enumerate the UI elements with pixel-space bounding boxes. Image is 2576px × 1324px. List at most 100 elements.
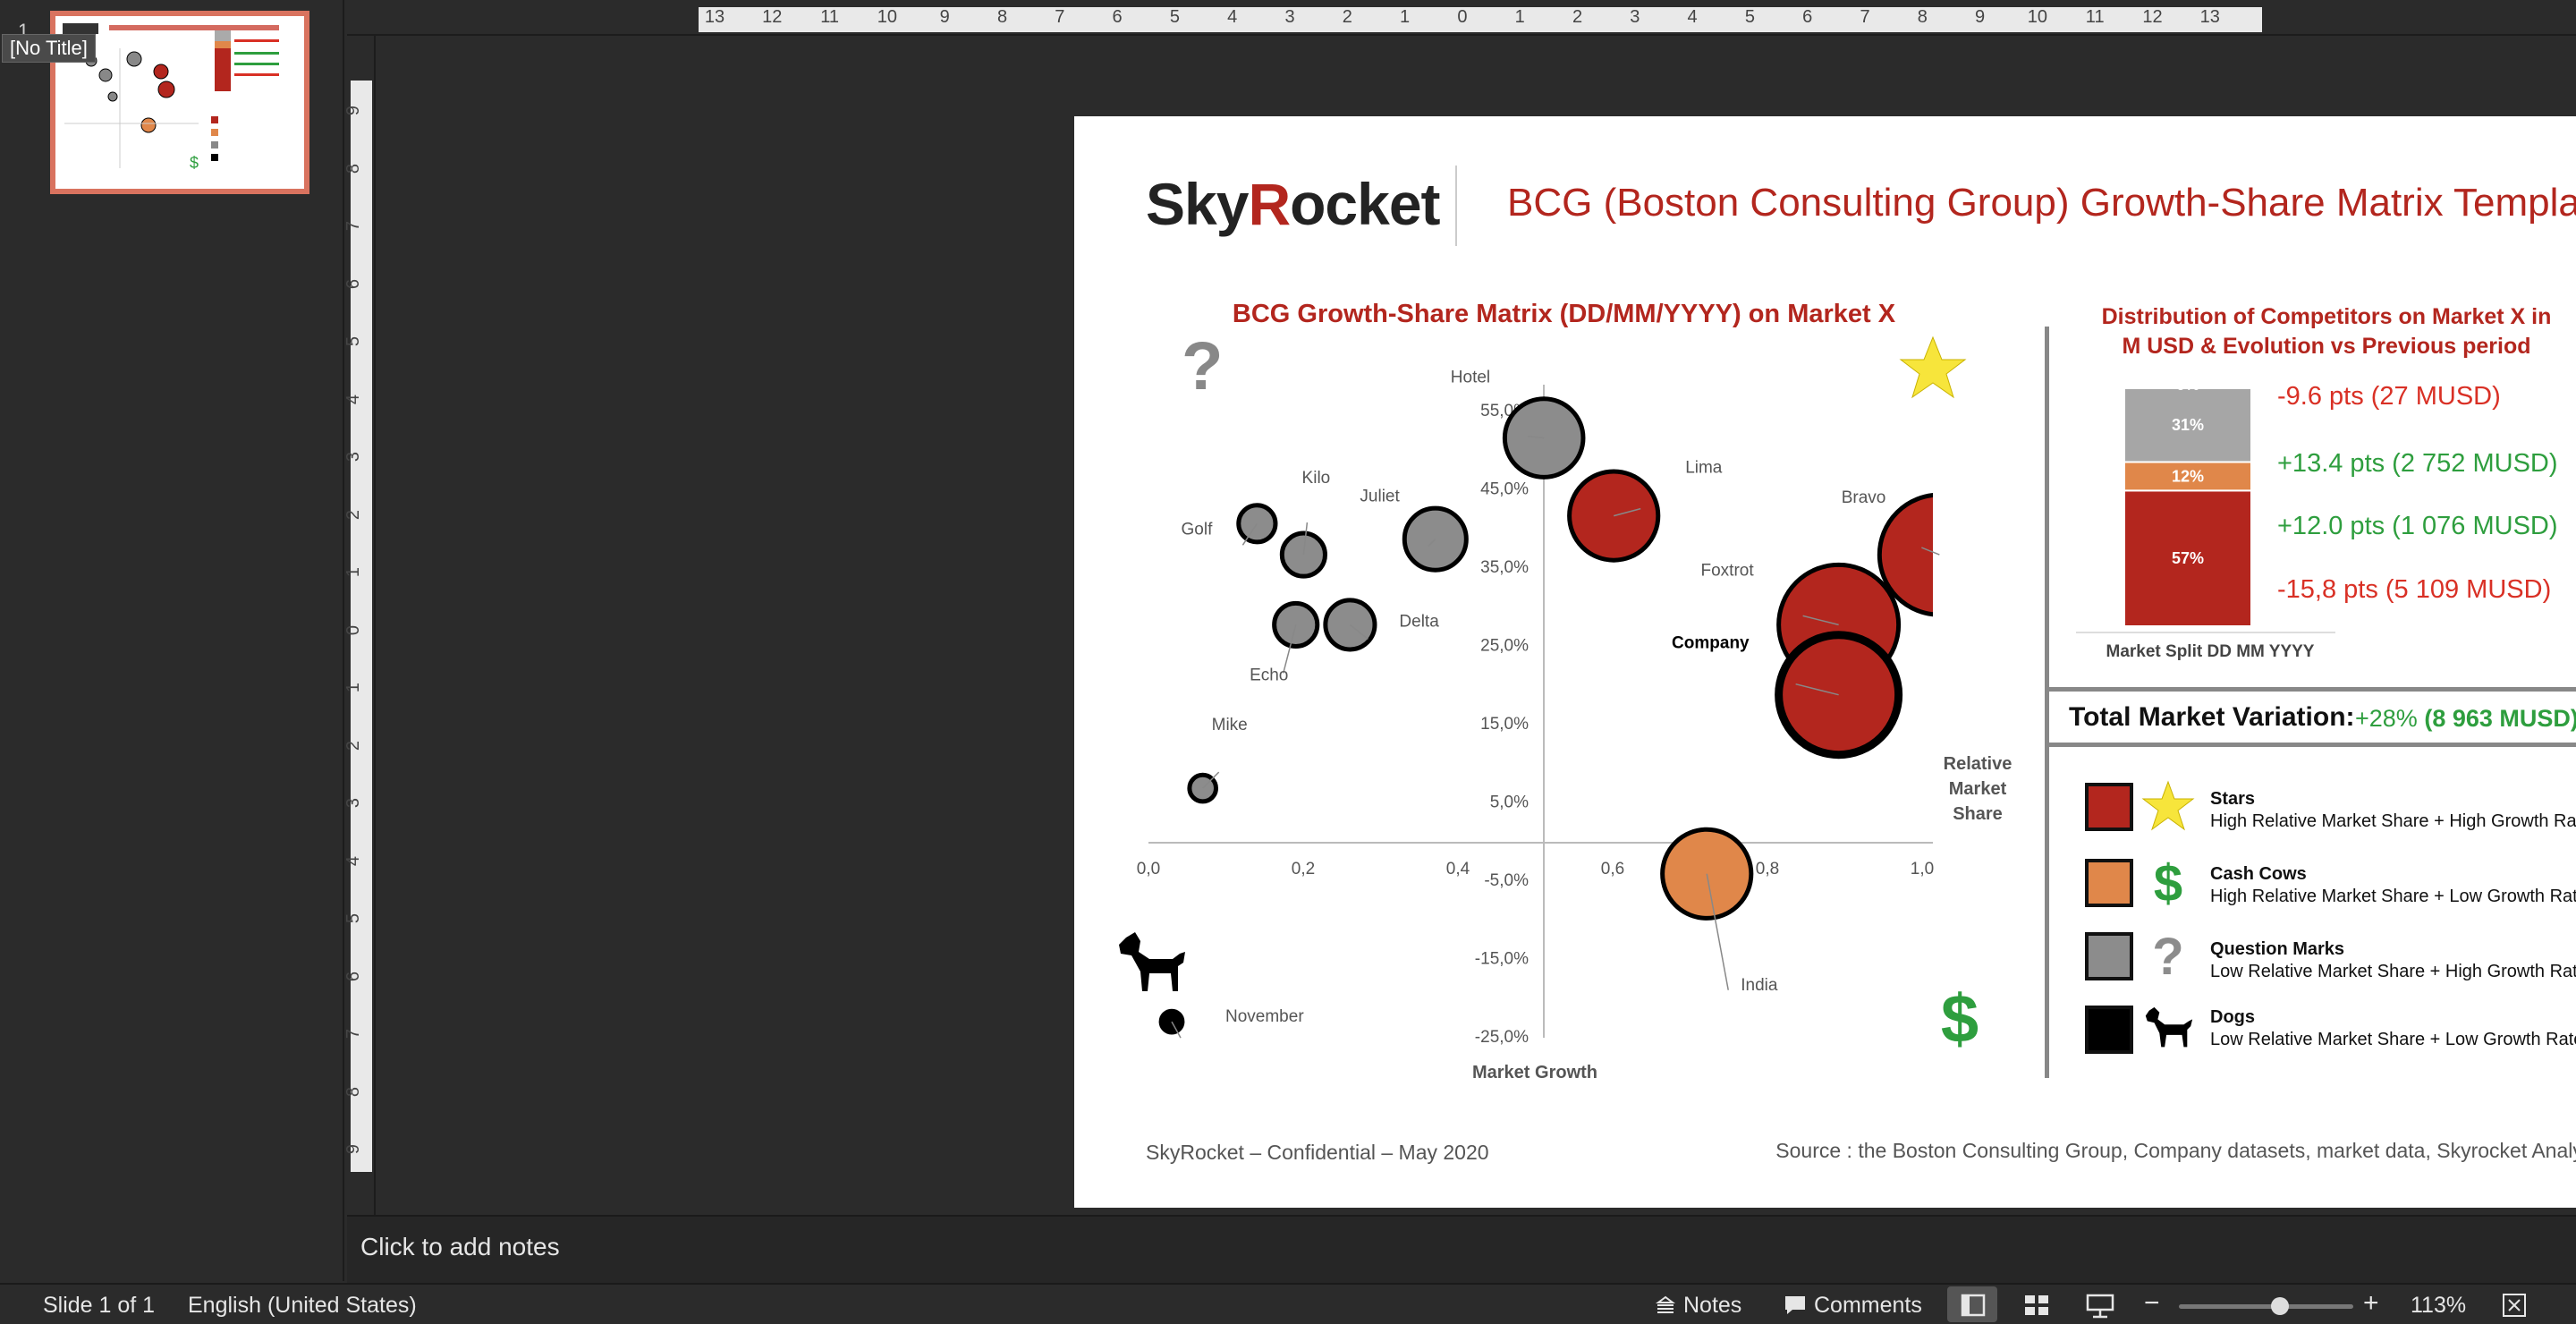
bubble-label: Echo <box>1250 666 1288 684</box>
bubble-leader-line <box>1921 547 1940 556</box>
y-tick-label: 45,0% <box>1480 480 1529 499</box>
ruler-tick-label: 9 <box>1975 7 1986 27</box>
horizontal-ruler[interactable]: 13 12 11 10 9 8 7 6 5 4 3 2 1 0 1 2 3 4 5 6 7 8 9 10 11 12 13 <box>347 0 2576 36</box>
bar-segment-label: 57% <box>2172 549 2204 567</box>
x-axis-label: Market <box>1949 779 2007 799</box>
slide-thumbnail[interactable]: $ <box>50 11 309 194</box>
ruler-tick-label: 6 <box>343 278 364 289</box>
title-divider <box>1455 166 1457 246</box>
ruler-tick-label: 5 <box>1744 7 1755 27</box>
zoom-in-button[interactable]: + <box>2363 1288 2379 1318</box>
fit-to-window-icon[interactable] <box>2502 1293 2527 1318</box>
ruler-tick-label: 0 <box>343 624 364 635</box>
ruler-tick-label: 6 <box>343 971 364 981</box>
comment-icon <box>1785 1296 1805 1314</box>
bubble-leader-line <box>1349 624 1368 640</box>
x-axis-label: Share <box>1953 804 2003 824</box>
zoom-out-button[interactable]: − <box>2144 1288 2160 1318</box>
comments-button[interactable]: Comments <box>1784 1288 1922 1322</box>
ruler-tick-label: 4 <box>343 855 364 866</box>
slide[interactable]: SkyRocket BCG (Boston Consulting Group) … <box>1074 116 2576 1208</box>
bubble-delta[interactable] <box>1323 598 1377 652</box>
slide-canvas[interactable]: SkyRocket BCG (Boston Consulting Group) … <box>377 38 2576 1215</box>
legend-swatch-dogs <box>2085 1006 2133 1054</box>
slide-sorter-icon[interactable] <box>2023 1294 2050 1317</box>
notes-pane[interactable]: Click to add notes <box>347 1215 2576 1283</box>
bubble-kilo[interactable] <box>1279 530 1327 579</box>
legend-swatch-question-marks <box>2085 932 2133 980</box>
chart-title[interactable]: BCG Growth-Share Matrix (DD/MM/YYYY) on … <box>1232 300 1896 328</box>
ruler-tick-label: 11 <box>2085 7 2105 27</box>
comments-button-label: Comments <box>1814 1292 1922 1318</box>
presenter-view-icon[interactable] <box>2086 1292 2114 1319</box>
x-tick-label: 0,8 <box>1756 860 1779 878</box>
y-tick-label: 15,0% <box>1480 715 1529 734</box>
ruler-active-area <box>351 81 372 1172</box>
distribution-title[interactable]: Distribution of Competitors on Market X … <box>2101 304 2552 359</box>
question-icon: ? <box>1182 328 1223 404</box>
bubble-leader-line <box>1428 539 1436 547</box>
y-tick-label: -15,0% <box>1475 950 1529 969</box>
zoom-level[interactable]: 113% <box>2411 1293 2467 1318</box>
notes-button[interactable]: Notes <box>1655 1288 1741 1322</box>
zoom-slider-thumb[interactable] <box>2271 1297 2290 1315</box>
bubble-label: Kilo <box>1302 469 1331 488</box>
vertical-ruler[interactable]: 9 8 7 6 5 4 3 2 1 0 1 2 3 4 5 6 7 8 9 <box>343 36 376 1215</box>
bubble-label: Company <box>1672 634 1750 653</box>
bubble-label: Bravo <box>1842 488 1886 507</box>
bcg-matrix-chart[interactable]: 0,0 0,2 0,4 0,6 0,8 1,055,0%45,0%35,0%25,0%15… <box>1074 116 2054 1100</box>
ruler-tick-label: 13 <box>704 7 725 27</box>
ruler-tick-label: 2 <box>1342 7 1352 27</box>
dog-icon <box>1119 932 1185 991</box>
skyrocket-logo: SkyRocket <box>1146 171 1441 237</box>
ruler-tick-label: 0 <box>1457 7 1468 27</box>
evolution-value: +13.4 pts (2 752 MUSD) <box>2277 449 2558 478</box>
x-tick-label: 0,0 <box>1137 860 1160 878</box>
bar-segment[interactable] <box>2123 489 2252 627</box>
ruler-tick-label: 12 <box>2142 7 2163 27</box>
evolution-value: -9.6 pts (27 MUSD) <box>2277 382 2501 411</box>
bubble-leader-line <box>1171 1021 1182 1039</box>
market-split-bar[interactable]: 57% 12% 31% 0% <box>2058 385 2416 644</box>
bar-segment[interactable] <box>2123 461 2252 492</box>
y-tick-label: 35,0% <box>1480 558 1529 577</box>
bubble-label: Foxtrot <box>1701 561 1755 580</box>
footer-confidential[interactable]: SkyRocket – Confidential – May 2020 <box>1146 1141 1489 1164</box>
bubble-leader-line <box>1241 522 1258 546</box>
ruler-tick-label: 10 <box>877 7 898 27</box>
footer-source[interactable]: Source : the Boston Consulting Group, Co… <box>1775 1139 2576 1162</box>
notes-placeholder[interactable]: Click to add notes <box>360 1233 560 1260</box>
bubble-label: Mike <box>1212 716 1248 734</box>
bubble-label: India <box>1741 976 1778 995</box>
slide-tooltip: [No Title] <box>2 34 96 63</box>
ruler-tick-label: 5 <box>1169 7 1180 27</box>
slide-title[interactable]: BCG (Boston Consulting Group) Growth-Sha… <box>1507 181 2576 225</box>
notes-button-label: Notes <box>1683 1292 1742 1318</box>
bubble-juliet[interactable] <box>1402 505 1469 573</box>
bubble-leader-line <box>1795 683 1839 696</box>
bubble-leader-line <box>1706 873 1729 990</box>
ruler-tick-label: 3 <box>1284 7 1295 27</box>
legend-desc: High Relative Market Share + Low Growth … <box>2210 887 2576 906</box>
dog-icon <box>2140 1002 2196 1057</box>
total-market-label: Total Market Variation: <box>2069 702 2355 732</box>
legend-swatch-stars <box>2085 783 2133 831</box>
bar-segment[interactable] <box>2123 387 2252 463</box>
bubble-hotel[interactable] <box>1502 396 1586 480</box>
status-bar: Slide 1 of 1 English (United States) Not… <box>0 1283 2576 1324</box>
x-tick-label: 0,2 <box>1292 860 1315 878</box>
bubble-leader-line <box>1302 522 1309 556</box>
language-indicator[interactable]: English (United States) <box>188 1293 417 1318</box>
ruler-tick-label: 7 <box>1055 7 1065 27</box>
bar-segment-label: 0% <box>2176 385 2199 394</box>
dollar-icon: $ <box>2153 853 2183 912</box>
normal-view-button[interactable] <box>1947 1286 1997 1322</box>
bubble-label: Hotel <box>1451 369 1490 387</box>
ruler-tick-label: 3 <box>343 451 364 463</box>
zoom-slider[interactable] <box>2179 1304 2353 1309</box>
bar-axis <box>2076 632 2335 633</box>
ruler-tick-label: 4 <box>1687 7 1698 27</box>
bubble-bravo[interactable] <box>1877 493 1999 617</box>
svg-text:$: $ <box>190 154 199 172</box>
bubble-label: Golf <box>1182 520 1214 539</box>
